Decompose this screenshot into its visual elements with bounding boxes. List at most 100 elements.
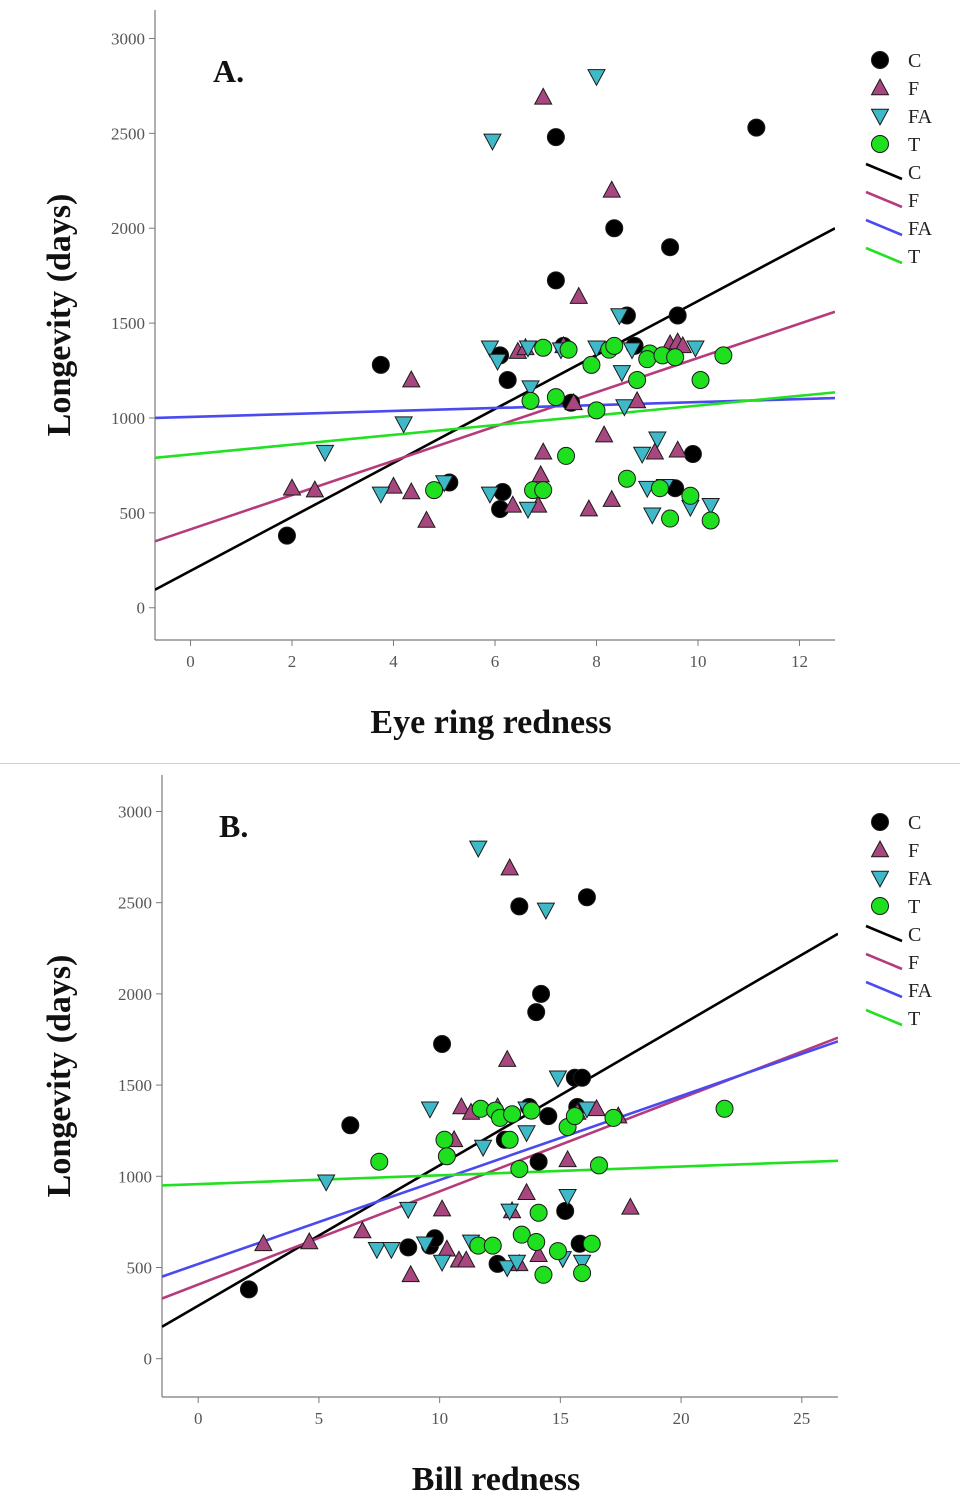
legend-line-c <box>865 924 903 943</box>
point-f <box>353 1221 372 1239</box>
legend-line-fa <box>865 218 903 237</box>
point-fa <box>521 380 540 398</box>
y-tick-label: 1500 <box>118 1076 152 1095</box>
y-tick-label: 3000 <box>118 802 152 821</box>
point-f <box>529 1244 548 1263</box>
point-t <box>425 481 444 500</box>
point-t <box>666 348 685 367</box>
legend-label: F <box>908 78 919 100</box>
point-t <box>638 350 657 369</box>
legend-label: T <box>908 1008 920 1030</box>
point-c <box>747 118 766 137</box>
point-t <box>510 1159 529 1178</box>
point-t <box>715 1099 734 1118</box>
fit-line-t <box>162 1159 838 1187</box>
legend-label: C <box>908 812 921 834</box>
legend-marker-c <box>871 51 889 69</box>
point-fa <box>500 1203 519 1221</box>
fit-line-t <box>155 391 835 460</box>
panel-label: A. <box>213 53 244 89</box>
point-t <box>587 401 606 420</box>
series-fa <box>316 840 597 1278</box>
series-f <box>282 87 693 528</box>
point-fa <box>432 1254 452 1272</box>
point-t <box>483 1236 502 1255</box>
point-t <box>691 371 710 390</box>
point-fa <box>371 486 391 504</box>
point-c <box>493 482 512 501</box>
point-t <box>573 1263 592 1282</box>
y-tick-label: 500 <box>127 1258 153 1277</box>
point-f <box>401 370 421 388</box>
y-axis-title: Longevity (days) <box>41 955 78 1198</box>
legend-label: F <box>908 190 919 212</box>
point-c <box>539 1107 558 1126</box>
point-fa <box>367 1241 387 1260</box>
legend-label: T <box>908 896 920 918</box>
point-f <box>668 440 688 458</box>
legend-line-f <box>865 952 903 971</box>
legend-label: C <box>908 162 921 184</box>
fit-lines <box>155 227 835 591</box>
point-t <box>500 1130 519 1149</box>
legend-marker-fa <box>870 870 890 888</box>
point-c <box>577 888 596 907</box>
point-t <box>565 1107 584 1126</box>
point-t <box>521 391 540 410</box>
point-c <box>605 219 624 238</box>
point-fa <box>615 399 634 417</box>
point-f <box>254 1233 273 1252</box>
point-f <box>602 489 622 507</box>
legend-label: T <box>908 134 920 156</box>
legend-marker-t <box>871 135 889 153</box>
legend-label: T <box>908 246 920 268</box>
panel-b: 0 500 1000 1500 2000 2500 3000 0 5 10 15 20 25 B. Bill… <box>41 775 933 1496</box>
point-fa <box>648 431 667 449</box>
y-tick-label: 500 <box>120 504 146 523</box>
point-fa <box>612 365 632 383</box>
point-fa <box>622 342 642 360</box>
point-f <box>645 442 665 460</box>
legend-line-c <box>865 162 903 181</box>
point-f <box>594 425 614 443</box>
y-tick-label: 0 <box>144 1350 153 1369</box>
point-f <box>533 87 553 105</box>
point-t <box>714 346 733 365</box>
point-fa <box>558 1189 577 1207</box>
legend-marker-f <box>870 840 890 858</box>
legend-label: FA <box>908 868 933 890</box>
legend-label: F <box>908 840 919 862</box>
point-c <box>661 238 680 257</box>
point-fa <box>468 840 488 858</box>
point-t <box>604 1108 623 1127</box>
point-f <box>432 1199 452 1217</box>
point-f <box>579 499 599 517</box>
point-fa <box>507 1254 527 1272</box>
point-t <box>534 1265 553 1284</box>
point-c <box>341 1116 360 1135</box>
point-fa <box>686 340 705 358</box>
point-t <box>582 1234 601 1253</box>
y-axis-title: Longevity (days) <box>41 194 78 437</box>
series-c <box>277 118 766 545</box>
point-t <box>548 1242 567 1261</box>
point-t <box>582 355 601 374</box>
point-fa <box>394 416 413 434</box>
point-f <box>500 858 519 876</box>
point-c <box>433 1035 452 1054</box>
point-fa <box>701 497 721 516</box>
fit-line-c <box>162 932 838 1328</box>
x-tick-label: 15 <box>552 1409 569 1428</box>
x-tick-label: 5 <box>315 1409 324 1428</box>
point-f <box>401 482 421 500</box>
point-fa <box>518 501 538 520</box>
legend-label: C <box>908 50 921 72</box>
point-t <box>681 486 700 505</box>
x-tick-label: 8 <box>592 652 601 671</box>
legend-label: FA <box>908 980 933 1002</box>
point-t <box>512 1225 531 1244</box>
point-fa <box>572 1254 592 1272</box>
legend-line-fa <box>865 980 903 999</box>
